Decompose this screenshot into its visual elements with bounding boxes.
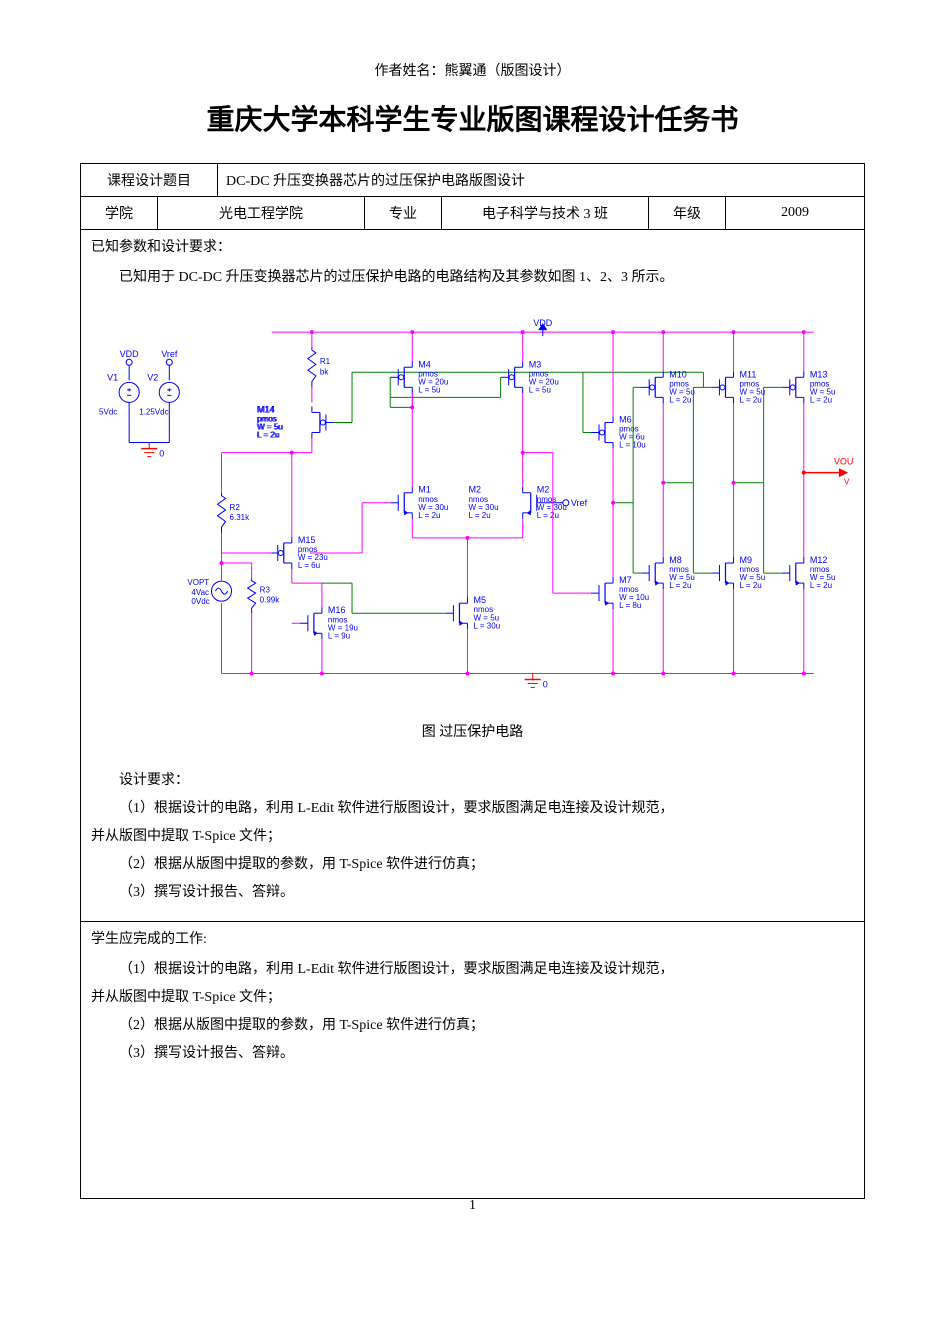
svg-text:5Vdc: 5Vdc — [99, 407, 117, 416]
student-work-2: （2）根据从版图中提取的参数，用 T-Spice 软件进行仿真； — [91, 1012, 854, 1040]
page: 作者姓名：熊翼通（版图设计） 重庆大学本科学生专业版图课程设计任务书 课程设计题… — [0, 0, 945, 1239]
form-box: 课程设计题目 DC-DC 升压变换器芯片的过压保护电路版图设计 学院 光电工程学… — [80, 163, 865, 1199]
college-value: 光电工程学院 — [158, 197, 365, 229]
svg-text:6.31k: 6.31k — [230, 513, 251, 522]
svg-text:R2: R2 — [230, 503, 241, 512]
major-label: 专业 — [365, 197, 442, 229]
svg-text:L = 2u: L = 2u — [669, 395, 691, 404]
design-heading: 设计要求： — [91, 767, 854, 795]
svg-text:L = 5u: L = 5u — [529, 385, 551, 394]
svg-text:L = 9u: L = 9u — [328, 631, 350, 640]
student-work-body: （1）根据设计的电路，利用 L-Edit 软件进行版图设计，要求版图满足电连接及… — [81, 948, 864, 1198]
svg-text:0Vdc: 0Vdc — [191, 597, 209, 606]
svg-text:L = 2u: L = 2u — [810, 581, 832, 590]
svg-text:0: 0 — [159, 449, 164, 459]
svg-text:V1: V1 — [107, 372, 118, 382]
major-value: 电子科学与技术 3 班 — [442, 197, 649, 229]
svg-text:M15: M15 — [298, 535, 316, 545]
requirements-intro: 已知用于 DC-DC 升压变换器芯片的过压保护电路的电路结构及其参数如图 1、2… — [91, 264, 854, 292]
grade-label: 年级 — [649, 197, 726, 229]
svg-text:L = 10u: L = 10u — [619, 441, 646, 450]
requirements-heading: 已知参数和设计要求： — [81, 230, 864, 256]
svg-text:VDD: VDD — [120, 349, 140, 359]
svg-text:M11: M11 — [740, 369, 757, 379]
svg-text:M2: M2 — [537, 485, 550, 495]
info-row-2: 学院 光电工程学院 专业 电子科学与技术 3 班 年级 2009 — [81, 197, 864, 230]
circuit-caption: 图 过压保护电路 — [91, 719, 854, 747]
svg-text:R1: R1 — [320, 357, 331, 366]
svg-text:M13: M13 — [810, 369, 828, 379]
author-line: 作者姓名：熊翼通（版图设计） — [80, 60, 865, 80]
svg-text:V2: V2 — [147, 372, 158, 382]
design-req-1b: 并从版图中提取 T-Spice 文件； — [91, 823, 854, 851]
svg-text:M6: M6 — [619, 414, 632, 424]
svg-text:L = 2u: L = 2u — [537, 511, 559, 520]
student-work-1b: 并从版图中提取 T-Spice 文件； — [91, 984, 854, 1012]
svg-text:1.25Vdc: 1.25Vdc — [139, 407, 168, 416]
svg-text:M7: M7 — [619, 575, 632, 585]
svg-text:L = 2u: L = 2u — [418, 511, 440, 520]
circuit-svg: VDDVrefV15VdcV21.25Vdc0VDD0R1bkM14pmosW … — [91, 302, 854, 704]
svg-text:M12: M12 — [810, 555, 828, 565]
student-work-heading: 学生应完成的工作: — [81, 922, 864, 948]
grade-value: 2009 — [726, 197, 864, 229]
design-req-3: （3）撰写设计报告、答辩。 — [91, 879, 854, 907]
svg-text:M14: M14 — [257, 404, 275, 414]
design-req-2: （2）根据从版图中提取的参数，用 T-Spice 软件进行仿真； — [91, 851, 854, 879]
svg-text:M3: M3 — [529, 359, 542, 369]
svg-text:M2: M2 — [468, 485, 481, 495]
svg-text:M8: M8 — [669, 555, 682, 565]
svg-text:M5: M5 — [474, 595, 487, 605]
svg-text:M1: M1 — [418, 485, 431, 495]
svg-text:V: V — [844, 478, 850, 487]
student-work-1: （1）根据设计的电路，利用 L-Edit 软件进行版图设计，要求版图满足电连接及… — [91, 956, 854, 984]
svg-text:L = 2u: L = 2u — [257, 431, 279, 440]
svg-text:4Vac: 4Vac — [191, 588, 209, 597]
svg-text:VOPT: VOPT — [187, 578, 209, 587]
page-title: 重庆大学本科学生专业版图课程设计任务书 — [80, 98, 865, 138]
page-number: 1 — [469, 1198, 476, 1214]
svg-text:0.99k: 0.99k — [260, 596, 281, 605]
svg-text:bk: bk — [320, 367, 329, 376]
svg-text:0: 0 — [543, 680, 548, 690]
svg-text:L = 2u: L = 2u — [810, 395, 832, 404]
course-topic-value: DC-DC 升压变换器芯片的过压保护电路版图设计 — [218, 164, 864, 196]
svg-text:Vref: Vref — [161, 349, 178, 359]
svg-text:M16: M16 — [328, 605, 346, 615]
svg-text:L = 6u: L = 6u — [298, 561, 320, 570]
svg-text:L = 2u: L = 2u — [468, 511, 490, 520]
svg-text:M4: M4 — [418, 359, 431, 369]
design-req-1: （1）根据设计的电路，利用 L-Edit 软件进行版图设计，要求版图满足电连接及… — [91, 795, 854, 823]
student-work-section: 学生应完成的工作: （1）根据设计的电路，利用 L-Edit 软件进行版图设计，… — [81, 922, 864, 1198]
svg-text:M10: M10 — [669, 369, 687, 379]
svg-text:Vref: Vref — [571, 498, 588, 508]
college-label: 学院 — [81, 197, 158, 229]
svg-text:M9: M9 — [740, 555, 753, 565]
requirements-section: 已知参数和设计要求： 已知用于 DC-DC 升压变换器芯片的过压保护电路的电路结… — [81, 230, 864, 922]
svg-text:R3: R3 — [260, 586, 271, 595]
circuit-diagram: VDDVrefV15VdcV21.25Vdc0VDD0R1bkM14pmosW … — [91, 302, 854, 747]
svg-text:L = 8u: L = 8u — [619, 601, 641, 610]
svg-text:L = 2u: L = 2u — [740, 395, 762, 404]
svg-text:L = 2u: L = 2u — [740, 581, 762, 590]
course-topic-label: 课程设计题目 — [81, 164, 218, 196]
svg-text:L = 30u: L = 30u — [474, 621, 501, 630]
svg-text:L = 2u: L = 2u — [669, 581, 691, 590]
svg-text:VOUT: VOUT — [834, 457, 854, 467]
requirements-body: 已知用于 DC-DC 升压变换器芯片的过压保护电路的电路结构及其参数如图 1、2… — [81, 256, 864, 921]
info-row-1: 课程设计题目 DC-DC 升压变换器芯片的过压保护电路版图设计 — [81, 164, 864, 197]
svg-text:L = 5u: L = 5u — [418, 385, 440, 394]
student-work-3: （3）撰写设计报告、答辩。 — [91, 1040, 854, 1068]
